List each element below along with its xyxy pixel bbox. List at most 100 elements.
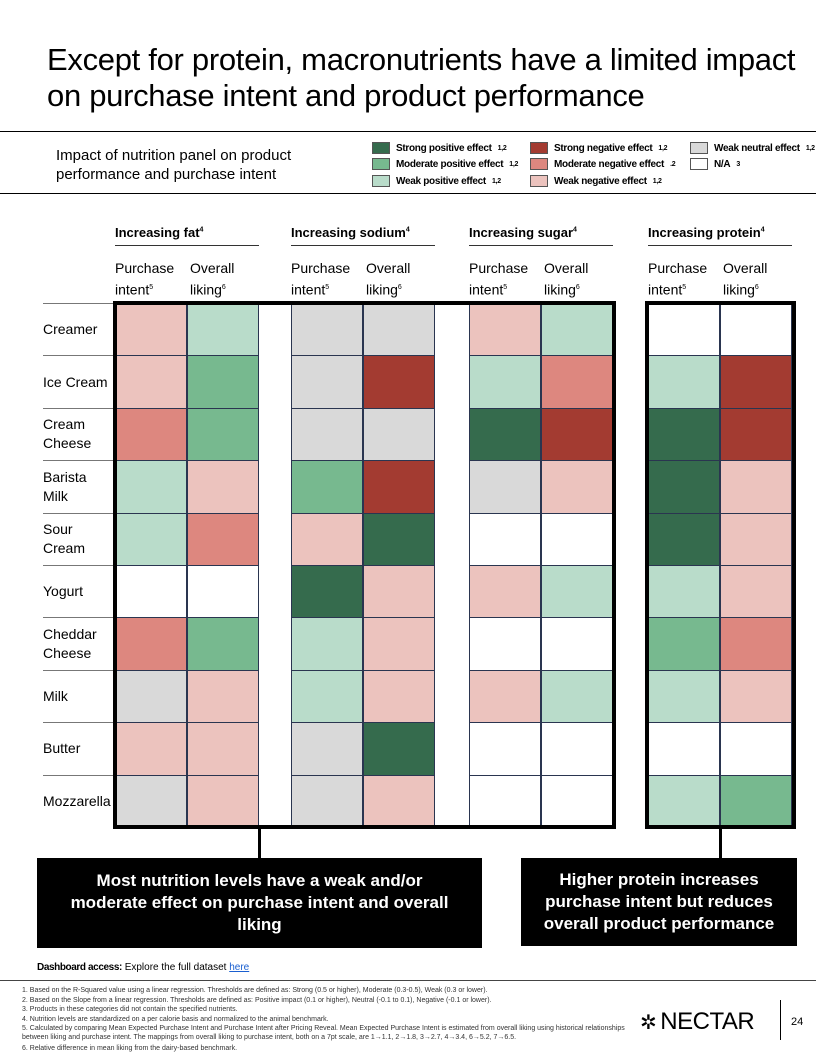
heatmap-cell: [469, 722, 541, 776]
legend-sup: .2: [670, 160, 676, 168]
page-title: Except for protein, macronutrients have …: [47, 42, 796, 113]
group-header: Increasing sugar4: [469, 225, 613, 246]
heatmap-cell: [291, 303, 363, 357]
heatmap-cell: [115, 722, 187, 776]
legend-label: Weak negative effect: [554, 175, 647, 187]
footnote: 1. Based on the R-Squared value using a …: [22, 987, 488, 994]
column-header-liking: Overall liking6: [190, 259, 262, 300]
legend-swatch: [530, 142, 548, 154]
row-label: Butter: [43, 722, 115, 774]
footnote: 4. Nutrition levels are standardized on …: [22, 1015, 329, 1023]
column-label: Purchase intent: [648, 260, 708, 298]
dashboard-access: Dashboard access: Explore the full datas…: [37, 962, 249, 973]
column-label: Overall liking: [544, 260, 589, 298]
heatmap-cell: [187, 774, 259, 828]
legend-label: N/A: [714, 158, 731, 170]
legend-swatch: [530, 175, 548, 187]
group-sup: 4: [199, 226, 204, 234]
footnote: 6. Relative difference in mean liking fr…: [22, 1045, 238, 1052]
column-label: Overall liking: [723, 260, 768, 298]
heatmap-cell: [187, 355, 259, 409]
group-box: [113, 301, 616, 829]
heatmap-cell: [720, 460, 792, 514]
column-header-liking: Overall liking6: [366, 259, 438, 300]
column-label: Purchase intent: [115, 260, 175, 298]
row-label: Ice Cream: [43, 355, 115, 407]
column-header-purchase: Purchase intent5: [469, 259, 541, 300]
heatmap-cell: [115, 774, 187, 828]
group-label: Increasing protein: [648, 225, 761, 240]
column-sup: 6: [397, 284, 402, 291]
legend-item: Strong positive effect 1,2: [372, 142, 507, 154]
heatmap-cell: [115, 617, 187, 671]
heatmap-cell: [648, 512, 720, 566]
footnote: 3. Products in these categories did not …: [22, 1006, 238, 1013]
legend-item: Weak negative effect 1,2: [530, 175, 662, 187]
legend-label: Moderate positive effect: [396, 158, 504, 170]
legend-label: Strong negative effect: [554, 142, 653, 154]
row-label: Yogurt: [43, 565, 115, 617]
legend-swatch: [372, 158, 390, 170]
heatmap-cell: [363, 303, 435, 357]
column-header-purchase: Purchase intent5: [648, 259, 720, 300]
legend-sup: 1,2: [497, 144, 507, 152]
heatmap-cell: [648, 407, 720, 462]
column-sup: 5: [325, 284, 330, 291]
column-header-purchase: Purchase intent5: [291, 259, 363, 300]
group-sup: 4: [760, 226, 765, 234]
heatmap-cell: [187, 722, 259, 776]
heatmap-cell: [648, 565, 720, 619]
heatmap-cell: [648, 355, 720, 409]
heatmap-cell: [541, 460, 613, 514]
column-sup: 6: [221, 284, 226, 291]
heatmap-cell: [115, 407, 187, 462]
legend-label: Weak positive effect: [396, 175, 486, 187]
heatmap-cell: [469, 774, 541, 828]
column-header-liking: Overall liking6: [544, 259, 616, 300]
footnote: 2. Based on the Slope from a linear regr…: [22, 996, 492, 1004]
legend-label: Moderate negative effect: [554, 158, 665, 170]
legend-sup: 1,2: [652, 177, 662, 185]
group-label: Increasing sugar: [469, 225, 574, 240]
heatmap-cell: [363, 617, 435, 671]
legend-sup: 3: [736, 160, 740, 168]
column-sup: 6: [575, 284, 580, 291]
column-label: Purchase intent: [469, 260, 529, 298]
heatmap-cell: [720, 303, 792, 357]
dashboard-label: Dashboard access:: [37, 962, 122, 973]
dataset-link[interactable]: here: [229, 962, 250, 973]
heatmap-cell: [720, 774, 792, 828]
row-label: Cream Cheese: [43, 407, 115, 460]
legend-sup: 1,2: [491, 177, 501, 185]
heatmap-cell: [720, 407, 792, 462]
heatmap-cell: [291, 565, 363, 619]
heatmap-cell: [541, 407, 613, 462]
group-header: Increasing protein4: [648, 225, 792, 246]
group-sup: 4: [573, 226, 577, 234]
heatmap-cell: [469, 669, 541, 724]
row-label: Mozzarella: [43, 774, 115, 827]
legend-item: Weak neutral effect 1,2: [690, 142, 815, 154]
row-label: Sour Cream: [43, 512, 115, 565]
row-label: Cheddar Cheese: [43, 617, 115, 669]
heatmap-cell: [363, 669, 435, 724]
legend-item: Moderate negative effect .2: [530, 158, 676, 170]
group-label: Increasing sodium: [291, 225, 406, 240]
heatmap-cell: [469, 355, 541, 409]
column-header-purchase: Purchase intent5: [115, 259, 187, 300]
legend-sup: 1,2: [509, 160, 519, 168]
legend-item: Weak positive effect 1,2: [372, 175, 501, 187]
group-label: Increasing fat: [115, 225, 200, 240]
group-header: Increasing fat4: [115, 225, 259, 246]
heatmap-cell: [363, 774, 435, 828]
column-label: Overall liking: [190, 260, 235, 298]
heatmap-cell: [363, 512, 435, 566]
row-label: Milk: [43, 669, 115, 722]
group-sup: 4: [405, 226, 410, 234]
legend-swatch: [530, 158, 548, 170]
heatmap-cell: [187, 303, 259, 357]
group-box: [645, 301, 796, 829]
callout-left: Most nutrition levels have a weak and/or…: [37, 858, 482, 948]
leaf-icon: ✲: [640, 1011, 657, 1034]
column-label: Purchase intent: [291, 260, 351, 298]
